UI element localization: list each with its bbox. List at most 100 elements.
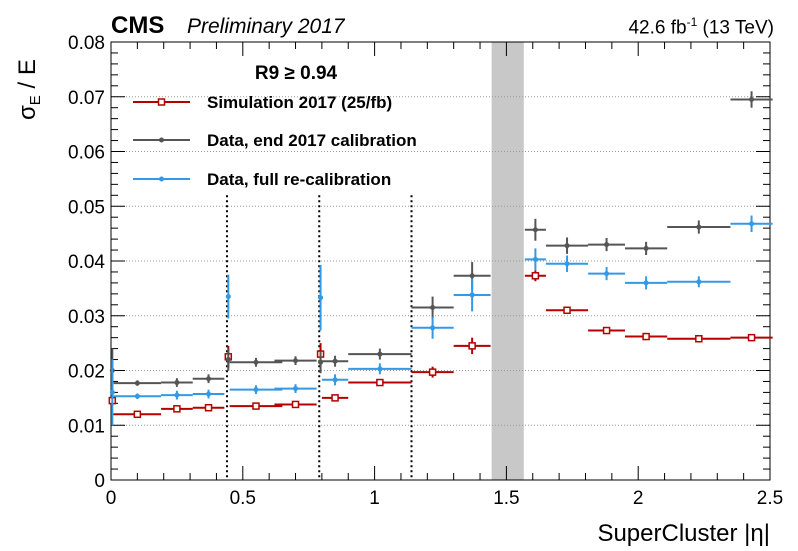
y-tick-label: 0.06 <box>68 143 105 164</box>
data-point <box>113 410 162 419</box>
marker <box>318 359 324 365</box>
data-point <box>411 316 454 339</box>
data-point <box>274 356 317 366</box>
marker <box>291 400 300 409</box>
x-axis-title: SuperCluster |η| <box>597 520 770 547</box>
legend-item: Data, end 2017 calibration <box>133 131 417 150</box>
data-point <box>161 405 193 413</box>
data-point <box>411 296 454 319</box>
marker <box>430 305 436 311</box>
marker <box>134 380 140 386</box>
data-point <box>667 220 731 234</box>
y-tick-label: 0.08 <box>68 33 105 54</box>
x-tick-label: 2 <box>633 488 644 509</box>
marker <box>430 325 436 331</box>
data-point <box>321 355 349 367</box>
x-tick-label: 0 <box>106 488 117 509</box>
marker <box>293 358 299 364</box>
legend-marker <box>159 176 164 182</box>
marker <box>293 386 299 392</box>
data-point <box>348 363 412 375</box>
data-point <box>588 326 626 335</box>
marker <box>377 351 383 357</box>
data-point <box>192 389 225 399</box>
data-point <box>113 393 162 399</box>
marker <box>696 279 702 285</box>
marker <box>331 394 339 402</box>
x-tick-label: 1 <box>369 488 380 509</box>
data-point <box>588 267 626 281</box>
marker <box>564 243 570 249</box>
marker <box>564 261 570 267</box>
data-point <box>667 334 731 343</box>
data-point <box>192 374 225 384</box>
data-point <box>730 333 773 342</box>
marker <box>642 332 650 341</box>
marker <box>252 402 260 410</box>
legend-marker <box>159 137 164 143</box>
series-1 <box>109 91 773 393</box>
data-point <box>348 378 412 387</box>
y-tick-label: 0.02 <box>68 362 105 383</box>
marker <box>531 272 540 280</box>
y-tick-label: 0.03 <box>68 307 105 328</box>
data-point <box>625 276 668 290</box>
y-tick-label: 0.04 <box>68 252 105 273</box>
luminosity-label: 42.6 fb-1 (13 TeV) <box>628 15 774 39</box>
data-point <box>321 394 349 402</box>
data-point <box>348 348 412 360</box>
y-tick-label: 0.05 <box>68 197 105 218</box>
marker <box>332 377 338 383</box>
data-point <box>321 374 349 386</box>
marker <box>695 334 703 343</box>
series-0 <box>108 270 773 419</box>
legend: R9 ≥ 0.94 Simulation 2017 (25/fb) Data, en… <box>133 63 417 189</box>
marker <box>204 403 213 412</box>
experiment-label: CMS <box>111 12 165 39</box>
marker <box>563 306 571 315</box>
y-tick-label: 0.07 <box>68 88 105 109</box>
series-2 <box>109 215 773 426</box>
data-point <box>524 218 546 241</box>
data-point <box>274 384 317 393</box>
data-point <box>545 255 589 272</box>
y-tick-label: 0 <box>94 471 105 492</box>
marker <box>643 280 649 286</box>
data-point <box>229 385 283 395</box>
data-point <box>730 91 773 108</box>
marker <box>173 405 181 413</box>
marker <box>469 273 475 279</box>
data-point <box>453 337 491 355</box>
legend-label: Simulation 2017 (25/fb) <box>207 93 392 112</box>
lumi-exponent: -1 <box>686 15 698 29</box>
marker <box>532 256 538 262</box>
legend-marker <box>157 98 166 106</box>
data-point <box>625 332 668 341</box>
marker <box>747 333 756 342</box>
marker <box>602 326 611 335</box>
legend-item: Data, full re-calibration <box>133 170 391 189</box>
data-point <box>730 215 773 232</box>
data-point <box>229 402 283 410</box>
marker <box>532 227 538 233</box>
marker <box>749 96 755 102</box>
marker <box>749 221 755 227</box>
marker <box>133 410 142 419</box>
marker <box>225 357 231 363</box>
marker <box>253 359 259 365</box>
legend-title: R9 ≥ 0.94 <box>255 63 338 84</box>
y-tick-label: 0.01 <box>68 416 105 437</box>
marker <box>332 358 338 364</box>
data-point <box>161 390 193 400</box>
data-point <box>192 403 225 412</box>
marker <box>109 389 115 395</box>
marker <box>206 391 212 397</box>
marker <box>604 242 610 248</box>
marker <box>428 368 437 376</box>
data-point <box>524 248 546 271</box>
data-point <box>274 400 317 409</box>
marker <box>225 294 231 300</box>
data-point <box>225 348 231 371</box>
data-point <box>524 270 546 282</box>
